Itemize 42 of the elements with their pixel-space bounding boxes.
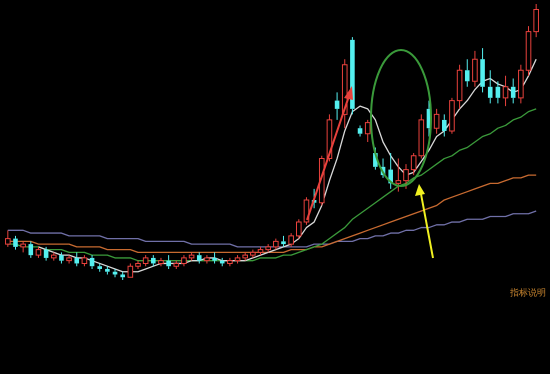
candlestick bbox=[5, 230, 11, 248]
candlestick bbox=[90, 254, 94, 270]
candlestick bbox=[204, 254, 210, 264]
candlestick bbox=[364, 119, 371, 142]
candlestick bbox=[74, 252, 80, 267]
candlestick bbox=[403, 164, 409, 190]
candlestick bbox=[166, 254, 171, 270]
candlestick bbox=[66, 254, 72, 264]
candlestick bbox=[59, 252, 64, 264]
candlestick bbox=[488, 70, 493, 104]
candlestick bbox=[28, 240, 34, 258]
candlestick bbox=[151, 254, 156, 267]
candlestick bbox=[442, 114, 447, 137]
candlestick bbox=[480, 48, 485, 93]
candlestick bbox=[510, 78, 516, 104]
candlestick bbox=[526, 26, 532, 76]
candlestick bbox=[173, 260, 180, 270]
candlestick bbox=[502, 75, 508, 107]
candlestick bbox=[472, 50, 478, 88]
candlestick bbox=[518, 64, 524, 104]
candlestick bbox=[456, 64, 462, 110]
candlestick bbox=[334, 92, 340, 120]
candlestick bbox=[97, 262, 102, 272]
candlestick bbox=[234, 254, 240, 264]
candlestick bbox=[265, 244, 271, 253]
candlestick bbox=[410, 152, 416, 176]
candlestick bbox=[358, 124, 362, 137]
candlestick bbox=[135, 260, 141, 270]
candlestick bbox=[288, 232, 294, 248]
candlestick bbox=[434, 108, 440, 134]
candlestick bbox=[112, 268, 118, 278]
candlestick bbox=[533, 4, 539, 38]
candlestick bbox=[220, 257, 225, 267]
candlestick bbox=[196, 252, 202, 264]
candlestick bbox=[13, 235, 18, 250]
candlestick bbox=[464, 58, 470, 88]
candlestick bbox=[281, 235, 286, 248]
candlestick bbox=[250, 249, 256, 258]
candlestick bbox=[396, 158, 402, 192]
candlestick bbox=[44, 246, 48, 262]
text: 指标说明 bbox=[509, 287, 546, 298]
candlestick bbox=[496, 80, 500, 104]
